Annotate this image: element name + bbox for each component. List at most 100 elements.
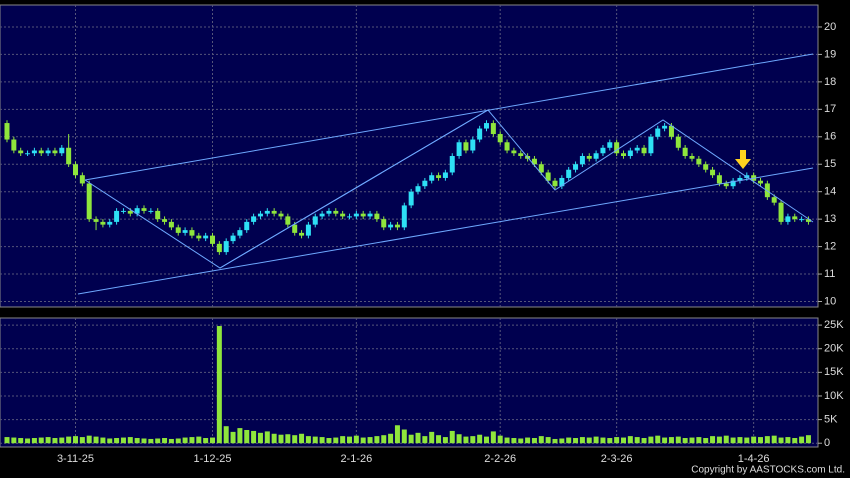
volume-bar: [607, 438, 613, 444]
volume-bar: [223, 426, 229, 444]
volume-bar: [668, 437, 674, 444]
volume-bar: [648, 436, 654, 444]
candle-body: [778, 202, 784, 222]
volume-bar: [244, 429, 250, 444]
volume-bar: [710, 436, 716, 444]
volume-bar: [463, 436, 469, 444]
volume-bar: [525, 437, 531, 444]
candle-body: [162, 219, 168, 222]
volume-bar: [326, 438, 332, 444]
volume-bar: [696, 437, 702, 444]
y-tick-label: 14: [824, 186, 836, 198]
y-tick-label: 10: [824, 295, 836, 307]
volume-bar: [38, 437, 44, 444]
candle-body: [579, 156, 585, 165]
volume-bar: [45, 437, 51, 444]
y-tick-label: 17: [824, 103, 836, 115]
candle-body: [463, 142, 469, 151]
volume-bar: [31, 438, 37, 444]
candle-body: [292, 224, 298, 233]
y-tick-label: 20K: [824, 343, 844, 355]
candle-body: [422, 180, 428, 187]
candle-body: [18, 150, 24, 154]
candle-body: [244, 221, 250, 231]
volume-bar: [4, 437, 10, 444]
volume-bar: [484, 436, 489, 444]
volume-bar: [751, 436, 757, 444]
volume-bar: [778, 437, 784, 444]
volume-bar: [470, 436, 476, 444]
candle-body: [552, 180, 558, 187]
volume-bar: [614, 437, 620, 444]
volume-bar: [107, 438, 113, 444]
y-tick-label: 16: [824, 131, 836, 143]
candle-body: [114, 210, 120, 222]
volume-bar: [114, 438, 120, 444]
candle-body: [799, 219, 805, 221]
volume-bar: [353, 435, 359, 444]
volume-bar: [504, 437, 510, 444]
candle-body: [230, 235, 236, 242]
volume-bar: [545, 437, 551, 444]
volume-bar: [11, 437, 17, 444]
volume-bar: [52, 438, 58, 444]
volume-bar: [216, 326, 222, 444]
candle-body: [586, 156, 592, 159]
volume-bar: [422, 436, 428, 444]
volume-bar: [477, 434, 483, 444]
candle-body: [490, 123, 496, 135]
volume-bar: [127, 437, 133, 444]
volume-bar: [689, 437, 695, 444]
volume-bar: [148, 438, 154, 444]
volume-bar: [627, 436, 633, 444]
candle-body: [120, 210, 126, 212]
candle-body: [593, 153, 599, 159]
volume-bar: [175, 438, 181, 444]
volume-bar: [723, 435, 729, 444]
volume-bar: [100, 437, 106, 444]
candle-body: [189, 230, 195, 236]
candle-body: [668, 125, 674, 137]
candle-body: [374, 213, 380, 220]
candle-body: [682, 147, 688, 156]
volume-bar: [25, 438, 31, 444]
candle-body: [504, 142, 510, 151]
candle-body: [641, 147, 647, 154]
candle-body: [771, 197, 777, 203]
candle-body: [764, 183, 770, 198]
candle-body: [305, 224, 311, 236]
volume-bar: [66, 436, 72, 444]
candle-body: [381, 219, 387, 228]
candle-body: [614, 142, 620, 154]
x-tick-label: 2-3-26: [601, 453, 633, 465]
volume-bar: [394, 425, 400, 444]
candle-body: [511, 150, 517, 154]
candle-body: [415, 186, 421, 192]
volume-bar: [141, 438, 147, 444]
volume-panel: [0, 317, 819, 448]
candle-body: [518, 153, 524, 156]
volume-bar: [59, 437, 65, 444]
candle-body: [182, 230, 188, 233]
candle-body: [312, 216, 318, 225]
y-tick-label: 5K: [824, 413, 838, 425]
volume-bar: [374, 436, 380, 444]
volume-bar: [634, 437, 640, 444]
candle-body: [710, 169, 716, 176]
volume-bar: [93, 436, 99, 444]
volume-bar: [449, 430, 455, 444]
candle-body: [538, 164, 544, 173]
volume-bar: [737, 437, 743, 444]
volume-bar: [771, 435, 777, 444]
volume-bar: [497, 435, 503, 444]
volume-bar: [367, 437, 373, 444]
volume-bar: [257, 432, 263, 444]
candle-body: [93, 219, 99, 222]
y-tick-label: 0: [824, 437, 830, 449]
volume-bar: [168, 438, 174, 444]
volume-bar: [86, 435, 92, 444]
volume-bar: [134, 438, 140, 444]
candle-body: [792, 216, 798, 220]
x-tick-label: 1-4-26: [738, 453, 770, 465]
candle-body: [470, 139, 476, 151]
